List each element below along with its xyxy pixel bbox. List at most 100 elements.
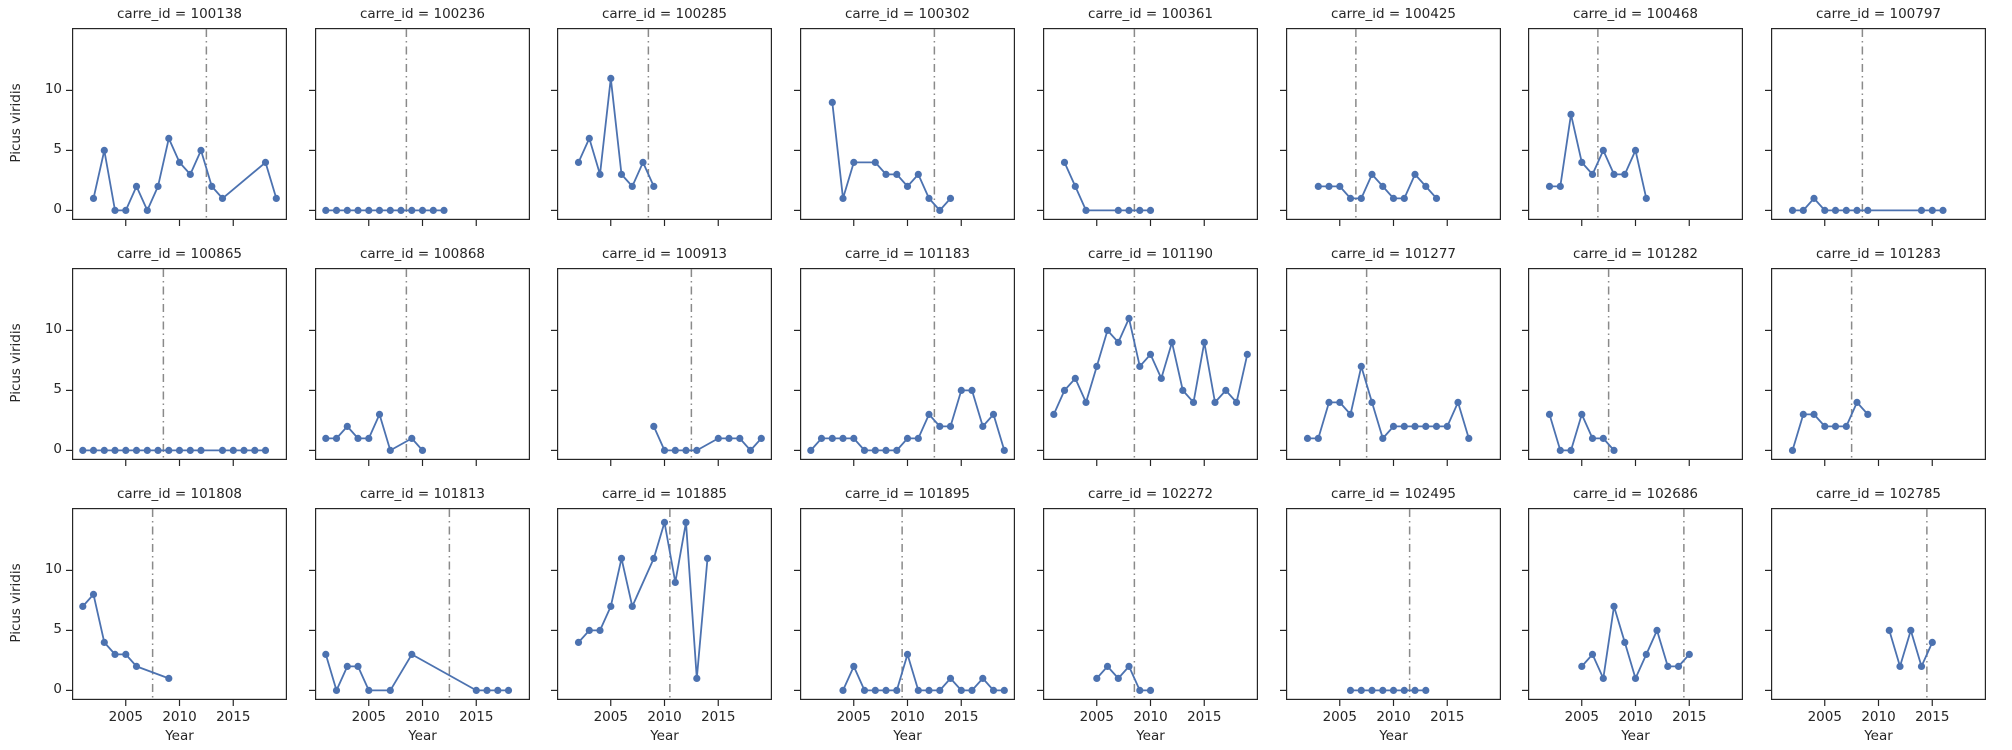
x-axis-label: Year xyxy=(1379,728,1408,744)
x-tick-label: 2015 xyxy=(216,709,251,725)
data-point xyxy=(1125,314,1133,322)
facet-panel xyxy=(1037,268,1259,466)
data-point xyxy=(197,146,205,154)
y-tick-label: 5 xyxy=(53,621,62,638)
x-axis-label: Year xyxy=(893,728,922,744)
data-point xyxy=(650,182,658,190)
data-point xyxy=(1642,650,1650,658)
axes-frame xyxy=(800,508,1016,701)
x-tick-label: 2010 xyxy=(405,709,440,725)
facet-title: carre_id = 100285 xyxy=(601,6,728,22)
axes-frame xyxy=(1771,28,1987,221)
data-point xyxy=(100,146,108,154)
data-point xyxy=(682,518,690,526)
data-point xyxy=(1346,410,1355,418)
data-line xyxy=(1095,665,1152,692)
y-axis-label: Picus viridis xyxy=(8,83,24,163)
x-tick-label: 2010 xyxy=(162,709,197,725)
data-point xyxy=(165,134,173,142)
facet-panel xyxy=(309,268,531,466)
data-point xyxy=(850,158,858,166)
y-tick-label: 5 xyxy=(53,141,62,158)
data-line xyxy=(81,593,170,680)
data-point xyxy=(1325,398,1333,406)
data-point xyxy=(807,446,815,454)
data-point xyxy=(132,182,141,190)
data-point xyxy=(671,578,679,586)
data-point xyxy=(1674,662,1683,670)
data-point xyxy=(165,446,173,454)
facet-panel xyxy=(551,508,773,706)
data-point xyxy=(418,446,427,454)
data-point xyxy=(1357,686,1365,694)
data-point xyxy=(839,686,847,694)
y-axis-label: Picus viridis xyxy=(8,563,24,643)
data-point xyxy=(1556,446,1564,454)
data-line xyxy=(1580,605,1691,680)
data-point xyxy=(1821,206,1829,214)
data-point xyxy=(617,554,626,562)
data-point xyxy=(1071,374,1079,382)
data-point xyxy=(1610,170,1618,178)
data-point xyxy=(1610,446,1618,454)
axes-frame xyxy=(1286,268,1502,461)
data-point xyxy=(1411,422,1419,430)
data-point xyxy=(946,674,955,682)
data-point xyxy=(375,206,384,214)
data-point xyxy=(261,446,270,454)
facet-title: carre_id = 100868 xyxy=(359,246,486,262)
data-point xyxy=(1896,662,1904,670)
data-point xyxy=(397,206,405,214)
data-point xyxy=(1368,398,1376,406)
data-point xyxy=(617,170,626,178)
data-point xyxy=(332,686,341,694)
data-point xyxy=(871,158,879,166)
facet-title: carre_id = 101283 xyxy=(1815,246,1942,262)
data-point xyxy=(903,182,912,190)
axes-frame xyxy=(1286,508,1502,701)
x-tick-label: 2015 xyxy=(1187,709,1222,725)
facet-panel xyxy=(794,28,1016,226)
data-point xyxy=(111,206,119,214)
data-point xyxy=(1157,374,1165,382)
facet-title: carre_id = 102785 xyxy=(1815,486,1942,502)
x-tick-label: 2015 xyxy=(1672,709,1707,725)
axes-frame xyxy=(72,268,288,461)
data-point xyxy=(628,602,636,610)
data-point xyxy=(968,386,976,394)
facet-panel xyxy=(1280,508,1502,706)
data-point xyxy=(946,194,955,202)
axes-frame xyxy=(315,268,531,461)
data-point xyxy=(1799,206,1807,214)
data-point xyxy=(122,206,130,214)
data-point xyxy=(1599,434,1607,442)
data-point xyxy=(154,446,162,454)
facet-panel xyxy=(1037,508,1259,706)
data-point xyxy=(585,626,593,634)
data-point xyxy=(197,446,205,454)
data-point xyxy=(893,170,901,178)
data-point xyxy=(1379,434,1387,442)
data-point xyxy=(1093,362,1101,370)
data-point xyxy=(736,434,744,442)
data-point xyxy=(925,194,933,202)
data-point xyxy=(261,158,270,166)
data-line xyxy=(1888,629,1934,668)
data-point xyxy=(1578,158,1586,166)
data-point xyxy=(1336,398,1344,406)
data-point xyxy=(418,206,427,214)
data-point xyxy=(936,686,944,694)
data-line xyxy=(92,137,278,212)
data-point xyxy=(714,434,722,442)
data-point xyxy=(1631,146,1640,154)
data-point xyxy=(1928,638,1936,646)
data-point xyxy=(1243,350,1251,358)
data-point xyxy=(240,446,248,454)
facet-panel xyxy=(1037,28,1259,226)
data-point xyxy=(354,206,362,214)
data-point xyxy=(1545,410,1554,418)
facet-panel xyxy=(551,28,773,226)
x-tick-label: 2005 xyxy=(1564,709,1599,725)
data-point xyxy=(154,182,162,190)
